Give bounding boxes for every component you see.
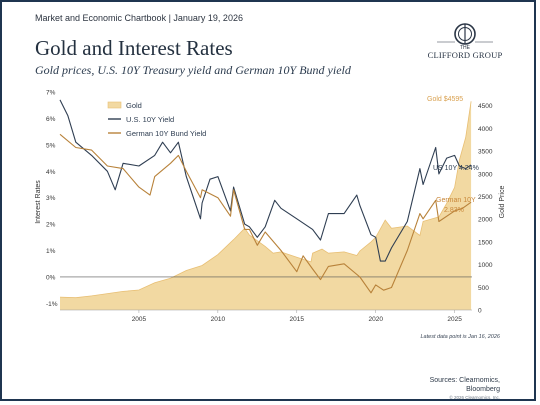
y-axis-label-right: Gold Price xyxy=(499,186,506,219)
y-tick-left: 2% xyxy=(46,222,56,229)
legend-swatch-gold xyxy=(107,101,122,109)
legend-label-us10y: U.S. 10Y Yield xyxy=(126,115,174,124)
y-tick-right: 4500 xyxy=(478,103,493,110)
sources-line1: Sources: Clearnomics, xyxy=(429,377,500,384)
logo-the-text: THE xyxy=(460,45,471,51)
y-tick-right: 1000 xyxy=(478,262,493,269)
legend: Gold U.S. 10Y Yield German 10Y Bund Yiel… xyxy=(107,101,206,138)
y-tick-right: 500 xyxy=(478,285,489,292)
x-tick-label: 2015 xyxy=(290,316,305,323)
annotation-bund-line2: 2.83% xyxy=(444,207,464,214)
y-tick-left: 5% xyxy=(46,142,56,149)
annotation-bund-line1: German 10Y xyxy=(436,197,476,204)
annotation-us10y: US 10Y 4.24% xyxy=(433,165,479,172)
y-tick-left: 7% xyxy=(46,90,56,97)
latest-data-note: Latest data point is Jan 16, 2026 xyxy=(420,334,500,340)
page-subtitle: Gold prices, U.S. 10Y Treasury yield and… xyxy=(35,63,351,77)
y-tick-right: 4000 xyxy=(478,126,493,133)
legend-label-bund: German 10Y Bund Yield xyxy=(126,129,206,138)
legend-label-gold: Gold xyxy=(126,101,142,110)
y-tick-right: 1500 xyxy=(478,239,493,246)
y-tick-right: 3000 xyxy=(478,171,493,178)
y-tick-right: 2500 xyxy=(478,194,493,201)
page-title: Gold and Interest Rates xyxy=(35,36,233,60)
y-tick-left: 3% xyxy=(46,195,56,202)
y-tick-right: 2000 xyxy=(478,217,493,224)
x-tick-label: 2005 xyxy=(132,316,147,323)
x-tick-label: 2025 xyxy=(447,316,462,323)
y-tick-left: 4% xyxy=(46,169,56,176)
series-gold-line xyxy=(59,101,472,299)
series-gold-area xyxy=(60,101,472,310)
y-tick-left: -1% xyxy=(46,301,58,308)
sources-note: Sources: Clearnomics, Bloomberg xyxy=(430,376,500,394)
annotation-gold: Gold $4595 xyxy=(427,96,463,103)
y-tick-right: 0 xyxy=(478,308,482,315)
y-tick-right: 3500 xyxy=(478,149,493,156)
y-tick-left: 6% xyxy=(46,116,56,123)
y-axis-label-left: Interest Rates xyxy=(35,180,42,224)
y-tick-left: 1% xyxy=(46,248,56,255)
brand-name: CLIFFORD GROUP xyxy=(427,50,503,60)
series-us10y-line xyxy=(59,99,472,262)
y-tick-left: 0% xyxy=(46,274,56,281)
series-bund-line xyxy=(59,133,472,294)
chartbook-kicker: Market and Economic Chartbook | January … xyxy=(35,13,243,23)
copyright: © 2026 Clearnomics, Inc. xyxy=(449,395,500,400)
clifford-group-seal-icon: THE xyxy=(437,23,493,51)
x-tick-label: 2010 xyxy=(211,316,226,323)
sources-line2: Bloomberg xyxy=(466,386,500,393)
x-tick-label: 2020 xyxy=(368,316,383,323)
